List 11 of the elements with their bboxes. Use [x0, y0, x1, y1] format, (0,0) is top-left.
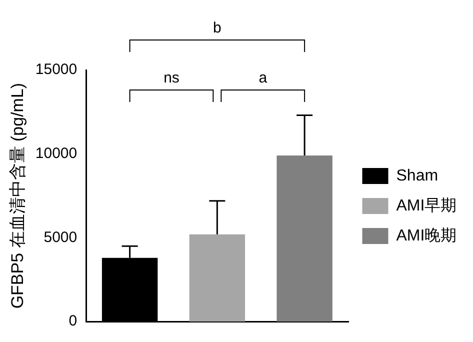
y-tick-label: 10000 — [35, 145, 78, 162]
annotation: ns — [164, 70, 180, 87]
legend-label: AMI晚期 — [396, 226, 457, 244]
text: b — [213, 20, 222, 37]
y-tick-label: 5000 — [44, 228, 78, 246]
annotation: a — [258, 70, 268, 87]
legend-label: Sham — [396, 167, 438, 184]
y-axis-title: GFBP5 在血清中含量 (pg/mL) — [8, 82, 27, 309]
y-tick-label: 0 — [68, 312, 78, 330]
y-tick-label: 15000 — [35, 61, 78, 78]
legend-label: AMI早期 — [396, 196, 457, 214]
